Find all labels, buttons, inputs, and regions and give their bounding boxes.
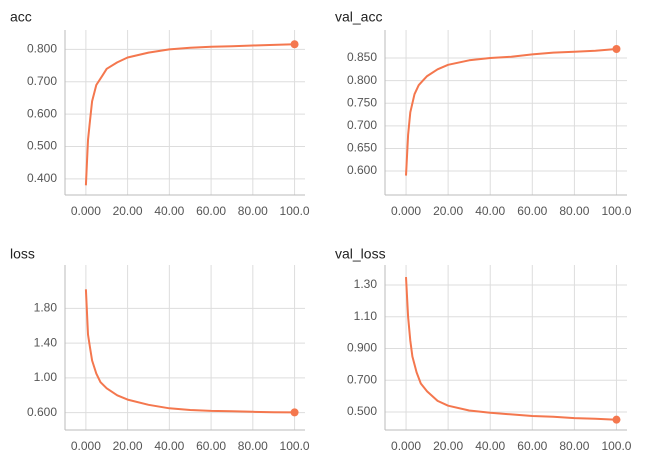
y-tick-label: 0.850 <box>347 50 377 64</box>
y-tick-label: 0.700 <box>27 74 57 88</box>
y-tick-label: 0.800 <box>347 73 377 87</box>
x-tick-label: 0.000 <box>71 439 101 453</box>
end-marker <box>290 408 299 417</box>
y-tick-label: 0.400 <box>27 171 57 185</box>
y-tick-label: 0.900 <box>347 341 377 355</box>
x-tick-label: 80.00 <box>559 204 589 218</box>
x-tick-label: 100.0 <box>280 439 310 453</box>
x-tick-label: 20.00 <box>113 439 143 453</box>
y-tick-label: 0.600 <box>27 405 57 419</box>
y-tick-label: 0.600 <box>347 163 377 177</box>
y-tick-label: 1.40 <box>34 335 58 349</box>
x-tick-label: 40.00 <box>154 204 184 218</box>
y-tick-label: 1.10 <box>354 309 378 323</box>
x-tick-label: 60.00 <box>196 439 226 453</box>
loss-curve <box>405 48 617 176</box>
y-tick-label: 0.500 <box>27 139 57 153</box>
chart-title: val_acc <box>335 9 382 25</box>
x-tick-label: 60.00 <box>196 204 226 218</box>
chart-title: val_loss <box>335 246 386 262</box>
x-tick-label: 60.00 <box>517 204 547 218</box>
y-tick-label: 1.30 <box>354 277 378 291</box>
x-tick-label: 60.00 <box>517 439 547 453</box>
x-tick-label: 0.000 <box>391 204 421 218</box>
end-marker <box>612 415 621 424</box>
loss-curve <box>84 43 295 186</box>
x-tick-label: 40.00 <box>154 439 184 453</box>
chart-title: acc <box>10 9 32 25</box>
end-marker <box>612 44 621 53</box>
x-tick-label: 100.0 <box>601 204 631 218</box>
end-marker <box>290 40 299 49</box>
x-tick-label: 20.00 <box>433 439 463 453</box>
y-tick-label: 0.650 <box>347 141 377 155</box>
x-tick-label: 0.000 <box>71 204 101 218</box>
x-tick-label: 40.00 <box>475 204 505 218</box>
y-tick-label: 0.500 <box>347 404 377 418</box>
y-tick-label: 0.750 <box>347 95 377 109</box>
loss-curve <box>84 289 295 414</box>
y-tick-label: 0.600 <box>27 106 57 120</box>
x-tick-label: 100.0 <box>601 439 631 453</box>
x-tick-label: 80.00 <box>238 439 268 453</box>
y-tick-label: 0.700 <box>347 372 377 386</box>
x-tick-label: 0.000 <box>391 439 421 453</box>
y-tick-label: 1.00 <box>34 370 58 384</box>
y-tick-label: 0.700 <box>347 118 377 132</box>
x-tick-label: 20.00 <box>433 204 463 218</box>
y-tick-label: 0.800 <box>27 42 57 56</box>
x-tick-label: 100.0 <box>280 204 310 218</box>
y-tick-label: 1.80 <box>34 301 58 315</box>
x-tick-label: 20.00 <box>113 204 143 218</box>
x-tick-label: 80.00 <box>559 439 589 453</box>
chart-title: loss <box>10 246 35 262</box>
loss-curve <box>405 277 617 421</box>
x-tick-label: 80.00 <box>238 204 268 218</box>
x-tick-label: 40.00 <box>475 439 505 453</box>
